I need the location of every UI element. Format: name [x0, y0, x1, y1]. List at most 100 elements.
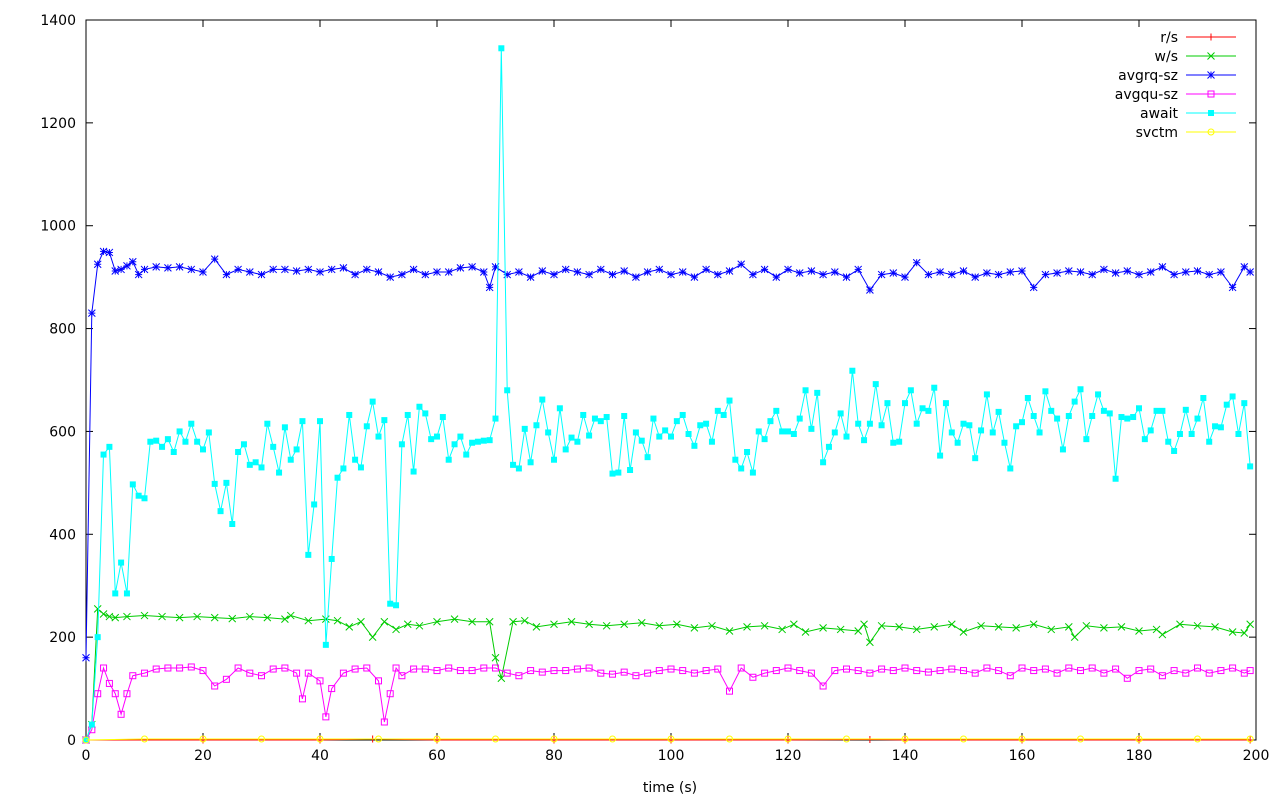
- data-point: [153, 437, 160, 444]
- data-point: [339, 264, 348, 272]
- data-point: [738, 465, 745, 472]
- data-point: [498, 45, 505, 52]
- data-point: [714, 407, 721, 414]
- data-point: [380, 617, 389, 626]
- data-point: [305, 551, 312, 558]
- data-point: [187, 265, 196, 274]
- data-point: [690, 624, 699, 632]
- data-point: [128, 257, 137, 266]
- data-point: [1088, 664, 1096, 672]
- data-point: [421, 665, 429, 673]
- data-point: [966, 422, 973, 429]
- data-point: [960, 420, 967, 427]
- data-point: [497, 674, 506, 683]
- data-point: [1041, 665, 1049, 673]
- data-point: [538, 668, 546, 676]
- data-point: [1135, 735, 1143, 743]
- data-point: [316, 268, 324, 276]
- data-point: [93, 260, 102, 269]
- data-point: [609, 735, 616, 743]
- data-point: [403, 620, 412, 629]
- data-point: [1019, 419, 1025, 426]
- data-point: [287, 456, 294, 463]
- data-point: [1053, 269, 1061, 277]
- data-point: [1006, 268, 1015, 276]
- data-point: [1130, 414, 1137, 421]
- data-point: [479, 268, 488, 276]
- data-point: [333, 616, 342, 625]
- data-point: [690, 669, 698, 677]
- data-point: [410, 665, 418, 673]
- data-point: [245, 268, 254, 276]
- data-point: [562, 446, 569, 453]
- data-point: [322, 641, 329, 648]
- data-point: [258, 464, 265, 471]
- x-tick-label: 160: [1009, 748, 1036, 764]
- data-point: [807, 267, 816, 275]
- data-point: [819, 682, 827, 690]
- data-point: [304, 616, 313, 625]
- data-point: [936, 667, 944, 675]
- data-point: [732, 456, 739, 463]
- data-point: [691, 442, 698, 449]
- data-point: [784, 664, 792, 672]
- data-point: [316, 677, 324, 685]
- data-point: [375, 735, 382, 743]
- data-point: [644, 454, 651, 461]
- data-point: [895, 623, 904, 631]
- data-point: [258, 672, 265, 680]
- legend-label: r/s: [1160, 30, 1178, 46]
- data-point: [1001, 439, 1008, 446]
- data-point: [877, 621, 886, 630]
- data-point: [866, 638, 874, 647]
- data-point: [363, 664, 371, 672]
- data-point: [105, 248, 114, 257]
- data-point: [404, 411, 411, 418]
- data-point: [1059, 446, 1066, 453]
- data-point: [451, 441, 458, 448]
- data-point: [977, 621, 985, 630]
- data-point: [890, 439, 897, 446]
- data-point: [708, 438, 715, 445]
- data-point: [1123, 267, 1132, 275]
- y-tick-label: 600: [49, 424, 76, 440]
- data-point: [1223, 401, 1230, 408]
- data-point: [1018, 735, 1026, 743]
- data-point: [877, 270, 886, 279]
- data-point: [1246, 667, 1254, 675]
- legend-label: svctm: [1136, 125, 1178, 141]
- data-point: [1042, 388, 1049, 395]
- data-point: [457, 433, 464, 440]
- data-point: [1246, 268, 1255, 276]
- data-point: [252, 459, 259, 466]
- data-point: [117, 265, 125, 274]
- data-point: [836, 625, 845, 634]
- data-point: [486, 437, 493, 444]
- data-point: [1112, 665, 1120, 673]
- data-point: [363, 423, 370, 430]
- legend-item: w/s: [1155, 49, 1236, 65]
- data-point: [837, 410, 844, 417]
- data-point: [1171, 447, 1178, 454]
- data-point: [947, 270, 956, 279]
- data-point: [433, 735, 441, 743]
- data-point: [409, 265, 418, 274]
- data-point: [767, 418, 774, 425]
- data-point: [978, 427, 985, 434]
- data-point: [123, 690, 131, 698]
- data-point: [1228, 283, 1237, 292]
- data-point: [334, 474, 341, 481]
- data-point: [527, 459, 534, 466]
- data-point: [469, 439, 476, 446]
- data-point: [1200, 395, 1207, 401]
- data-point: [854, 627, 863, 635]
- data-point: [351, 665, 359, 673]
- data-point: [726, 397, 733, 404]
- data-point: [1182, 669, 1190, 677]
- data-point: [667, 735, 675, 743]
- data-point: [526, 273, 535, 281]
- data-point: [1240, 629, 1249, 637]
- x-tick-label: 180: [1126, 748, 1153, 764]
- data-point: [655, 621, 664, 630]
- data-point: [276, 469, 283, 476]
